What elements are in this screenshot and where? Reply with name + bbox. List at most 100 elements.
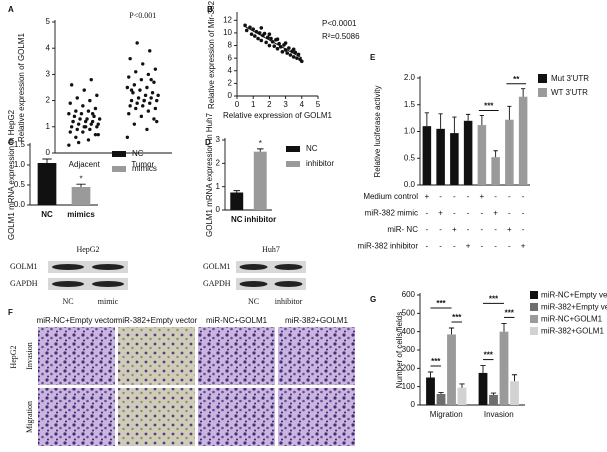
y-tick-label: 0 [46,148,51,157]
bar [436,394,446,405]
cell-line-label: HepG2 [9,345,18,368]
bar [426,377,435,405]
x-axis-label: Relative expression of GOLM1 [223,111,332,120]
annotation: P<0.0001 [322,19,357,28]
blot-row-label: GAPDH [10,279,38,288]
y-tick-label: 2 [46,96,51,105]
point [256,36,260,41]
point [269,36,273,41]
y-tick-label: 10 [223,28,232,37]
point [291,47,296,52]
dot [89,77,93,82]
point [248,25,252,30]
dot [152,117,156,121]
point [295,56,299,60]
cell: - [467,225,470,234]
dot [132,83,137,87]
blot-row-label: GOLM1 [203,262,231,271]
y-tick-label: 3 [46,70,51,79]
y-tick-label: 4 [46,43,51,52]
panel-label: E [370,53,376,62]
dot [141,62,145,66]
legend-label: mimics [132,164,157,173]
dot [146,72,151,77]
lane-label: mimic [98,297,119,306]
dot [145,85,149,90]
dot [134,106,138,111]
micrograph [38,327,115,385]
x-tick-label: 2 [267,100,272,109]
dot [69,125,74,129]
lane-label: inhibitor [275,297,303,306]
bar [422,126,432,185]
dot [129,88,134,92]
dot [138,88,142,92]
dot [153,67,158,71]
panel-label: F [8,308,13,317]
dot [125,135,130,139]
y-axis-label: Relative expression of Mir-382 [207,0,216,109]
x-tick-label: 4 [300,100,305,109]
legend-swatch [286,161,300,167]
y-tick-label: 2.0 [404,73,416,82]
y-tick-label: 0 [228,91,233,100]
error-bar [438,113,443,129]
dot [95,125,99,129]
point [253,34,257,38]
dot [149,77,153,82]
row-label: Medium control [363,192,418,201]
micrograph [118,388,195,446]
dot [96,122,100,126]
x-tick-label: Tumor [131,160,154,169]
blot-title: HepG2 [76,245,99,254]
dot [81,104,85,108]
y-tick-label: 8 [228,41,233,50]
cell: - [481,209,484,218]
dot [96,132,100,137]
dot [72,114,77,119]
x-tick-label: NC [231,215,243,224]
dot [132,122,137,126]
annotation: *** [452,313,462,322]
cell: - [494,225,497,234]
bar [253,151,267,210]
legend-swatch [530,303,538,311]
y-tick-label: 0.5 [404,153,416,162]
error-bar [233,190,240,193]
y-tick-label: 12 [223,15,232,24]
cell: - [508,242,511,251]
y-tick-label: 2 [228,78,233,87]
dot [90,119,95,124]
y-axis-label: Relative luciferase activity [373,85,382,177]
lane-label: NC [248,297,259,306]
annotation: *** [436,299,446,308]
bar [518,96,528,185]
y-tick-label: 3 [216,135,221,144]
cell: - [426,242,429,251]
bar [491,157,500,185]
y-tick-label: 100 [402,382,416,391]
y-tick-label: 500 [402,308,416,317]
dot [135,101,139,105]
error-bar [76,183,86,187]
legend-label: NC [306,144,318,153]
cell: - [522,209,525,218]
x-tick-label: 3 [283,100,288,109]
x-tick-label: inhibitor [244,215,276,224]
panel-label: D [205,138,211,147]
legend-label: miR-382+Empty vector [541,303,607,312]
dot [145,127,149,132]
dot [88,127,92,132]
legend-swatch [530,291,538,299]
dot [67,112,71,116]
annotation: *** [489,295,499,304]
y-tick-label: 1.0 [14,160,26,169]
error-bar [490,392,497,395]
lane-label: NC [62,297,73,306]
panel-label: B [207,5,213,14]
point [267,32,272,36]
x-tick-label: 0 [235,100,240,109]
annotation: * [79,174,82,183]
cell: - [439,242,442,251]
y-tick-label: 0.5 [14,180,26,189]
